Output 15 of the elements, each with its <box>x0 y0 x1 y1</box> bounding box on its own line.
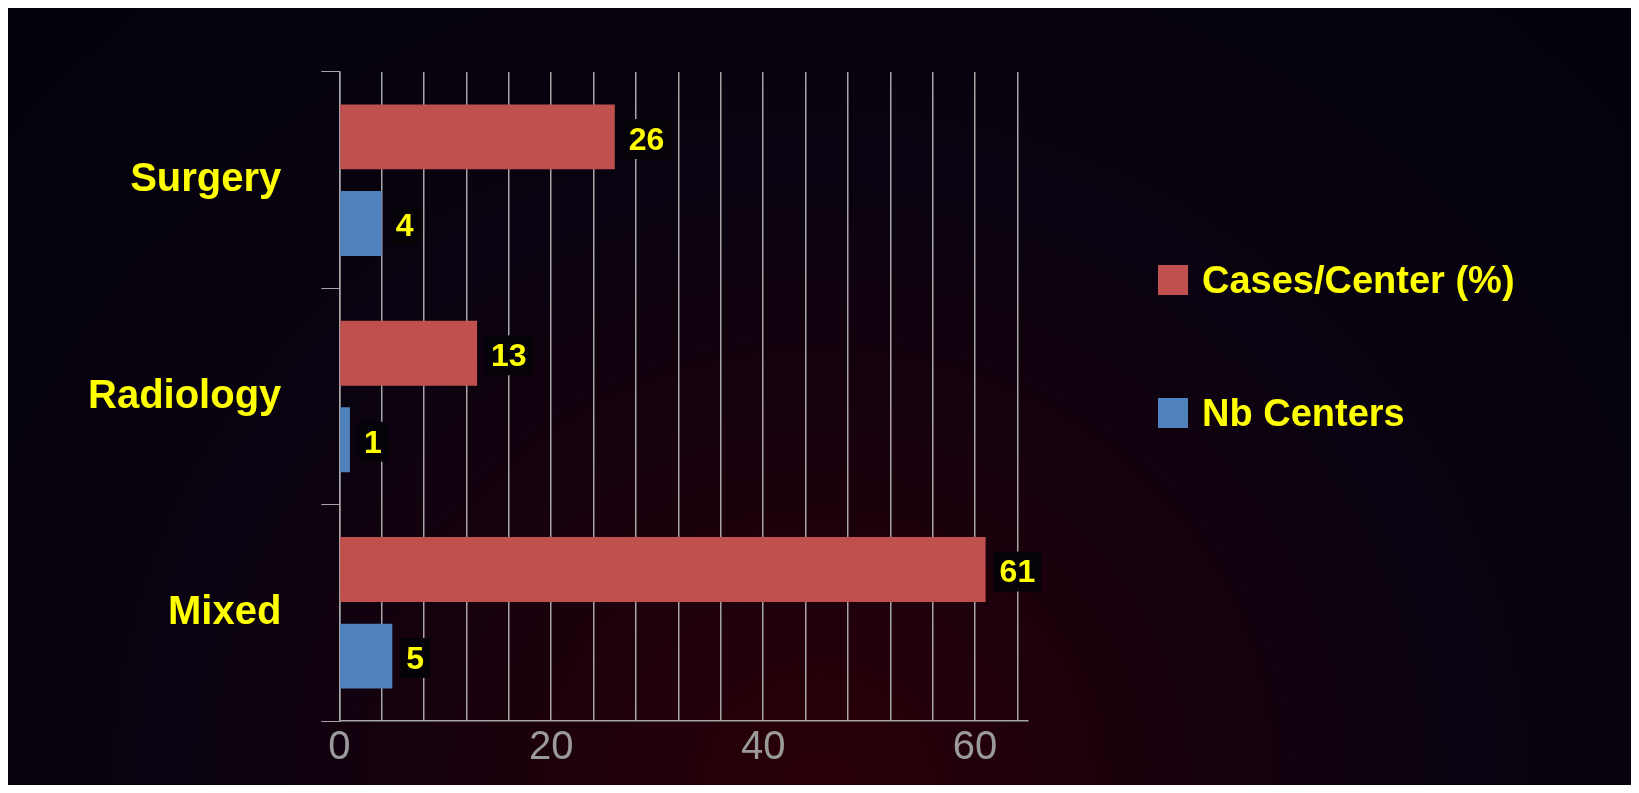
x-tick-label: 0 <box>328 723 351 768</box>
y-tick-label: Mixed <box>167 587 282 632</box>
y-tick-label: Surgery <box>130 155 283 200</box>
x-tick-label: 60 <box>952 723 998 768</box>
x-tick-label: 40 <box>740 723 786 768</box>
data-label: 1 <box>363 423 382 460</box>
legend-label: Cases/Center (%) <box>1202 258 1515 302</box>
y-tick-label: Radiology <box>88 371 283 416</box>
data-label: 26 <box>628 120 665 157</box>
legend-label: Nb Centers <box>1202 391 1405 435</box>
data-label: 13 <box>491 337 527 374</box>
data-label: 4 <box>395 207 414 244</box>
x-tick-label: 20 <box>528 723 574 768</box>
data-label: 61 <box>999 553 1036 590</box>
data-label: 5 <box>406 639 425 676</box>
